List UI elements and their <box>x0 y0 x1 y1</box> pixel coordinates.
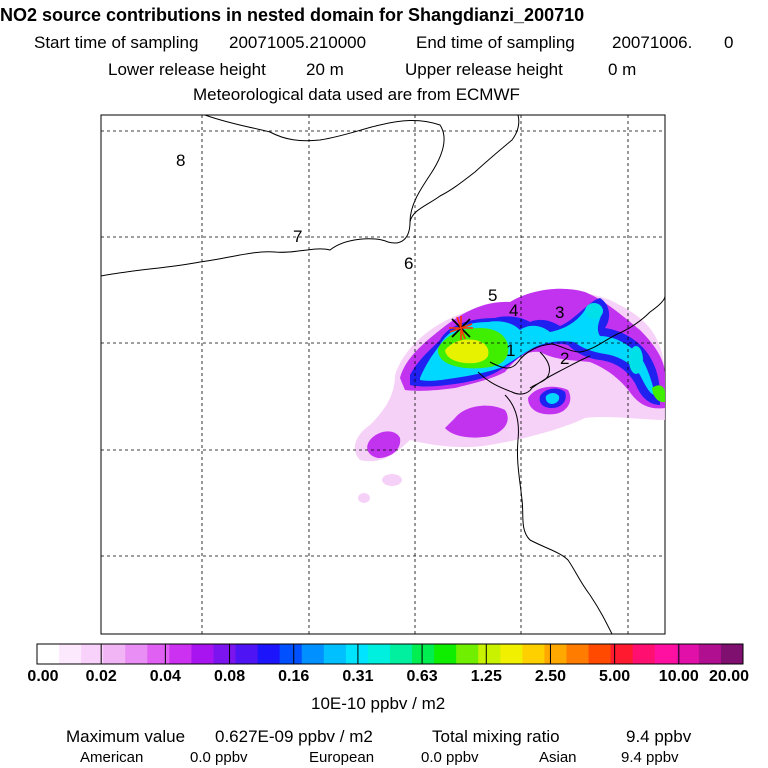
graticule <box>101 115 665 634</box>
start-time-label: Start time of sampling <box>34 33 199 52</box>
colorbar-cell <box>279 644 303 664</box>
region-label-1: 1 <box>506 341 515 360</box>
colorbar-tick-label: 0.04 <box>149 668 181 685</box>
colorbar-cell <box>103 644 126 664</box>
american-value: 0.0 ppbv <box>190 749 248 766</box>
colorbar-dividers <box>100 644 680 664</box>
region-label-3: 3 <box>555 303 564 322</box>
coastlines <box>101 115 665 634</box>
max-value-label: Maximum value <box>66 727 186 746</box>
colorbar-cell <box>610 644 634 664</box>
colorbar-cell <box>720 644 744 664</box>
colorbar-tick-label: 0.63 <box>406 668 438 685</box>
colorbar-cell <box>345 644 369 664</box>
region-label-4: 4 <box>509 301 518 320</box>
colorbar-unit: 10E-10 ppbv / m2 <box>311 694 446 713</box>
end-time-value: 20071006. <box>612 33 693 52</box>
colorbar-tick-label: 5.00 <box>599 668 631 685</box>
end-time-suffix: 0 <box>724 33 734 52</box>
colorbar-tick-label: 2.50 <box>534 668 567 685</box>
european-value: 0.0 ppbv <box>421 749 479 766</box>
colorbar-tick-label: 0.02 <box>85 668 117 685</box>
asian-label: Asian <box>539 749 577 766</box>
colorbar-cell <box>698 644 722 664</box>
plume-cyan-blob <box>585 303 643 374</box>
colorbar-tick-label: 0.08 <box>213 668 246 685</box>
colorbar-cell <box>323 644 347 664</box>
colorbar-cell <box>37 644 60 664</box>
colorbar-cell <box>456 644 479 664</box>
region-label-5: 5 <box>488 286 497 305</box>
page-title: NO2 source contributions in nested domai… <box>0 5 585 25</box>
colorbar-cell <box>544 644 567 664</box>
colorbar-tick-label: 20.00 <box>708 668 750 685</box>
concentration-field <box>354 288 665 503</box>
lower-release-value: 20 m <box>306 60 344 79</box>
colorbar-cell <box>191 644 214 664</box>
colorbar-cell <box>676 644 700 664</box>
start-time-value: 20071005.210000 <box>229 33 367 52</box>
colorbar-cell <box>81 644 104 664</box>
max-value: 0.627E-09 ppbv / m2 <box>215 727 373 746</box>
colorbar-cell <box>213 644 236 664</box>
colorbar-cell <box>632 644 656 664</box>
receptor-star-icon <box>449 316 473 340</box>
colorbar-cell <box>59 644 82 664</box>
colorbar-tick-label: 0.16 <box>278 668 310 685</box>
colorbar-border <box>36 643 744 665</box>
colorbar-tick-label: 0.31 <box>342 668 374 685</box>
colorbar-cell <box>500 644 523 664</box>
upper-release-value: 0 m <box>608 60 637 79</box>
colorbar-tick-label: 0.00 <box>27 668 59 685</box>
total-mixing-label: Total mixing ratio <box>432 727 560 746</box>
european-label: European <box>309 749 375 766</box>
colorbar-cell <box>654 644 678 664</box>
region-label-7: 7 <box>293 227 302 246</box>
upper-release-label: Upper release height <box>405 60 563 79</box>
region-label-8: 8 <box>176 151 185 170</box>
plume-yellow <box>445 339 489 364</box>
colorbar-cell <box>257 644 281 664</box>
colorbar-cell <box>235 644 259 664</box>
region-label-2: 2 <box>560 349 569 368</box>
american-label: American <box>80 749 144 766</box>
colorbar-cell <box>301 644 325 664</box>
colorbar-cell <box>390 644 413 664</box>
colorbar-cell <box>434 644 457 664</box>
colorbar-tick-label: 1.25 <box>470 668 502 685</box>
asian-value: 9.4 ppbv <box>621 749 679 766</box>
colorbar-tick-label: 10.00 <box>658 668 699 685</box>
end-time-label: End time of sampling <box>416 33 575 52</box>
total-mixing-value: 9.4 ppbv <box>626 727 692 746</box>
colorbar <box>36 643 744 665</box>
region-label-6: 6 <box>404 254 413 273</box>
colorbar-cell <box>147 644 170 664</box>
colorbar-cell <box>522 644 545 664</box>
colorbar-cell <box>367 644 391 664</box>
colorbar-cell <box>412 644 435 664</box>
colorbar-cell <box>169 644 192 664</box>
lower-release-label: Lower release height <box>108 60 266 79</box>
colorbar-cell <box>478 644 501 664</box>
met-data-note: Meteorological data used are from ECMWF <box>193 85 520 104</box>
region-labels: 8 7 6 5 4 3 1 2 <box>176 151 569 368</box>
colorbar-cell <box>125 644 148 664</box>
colorbar-cell <box>588 644 612 664</box>
colorbar-cell <box>566 644 589 664</box>
